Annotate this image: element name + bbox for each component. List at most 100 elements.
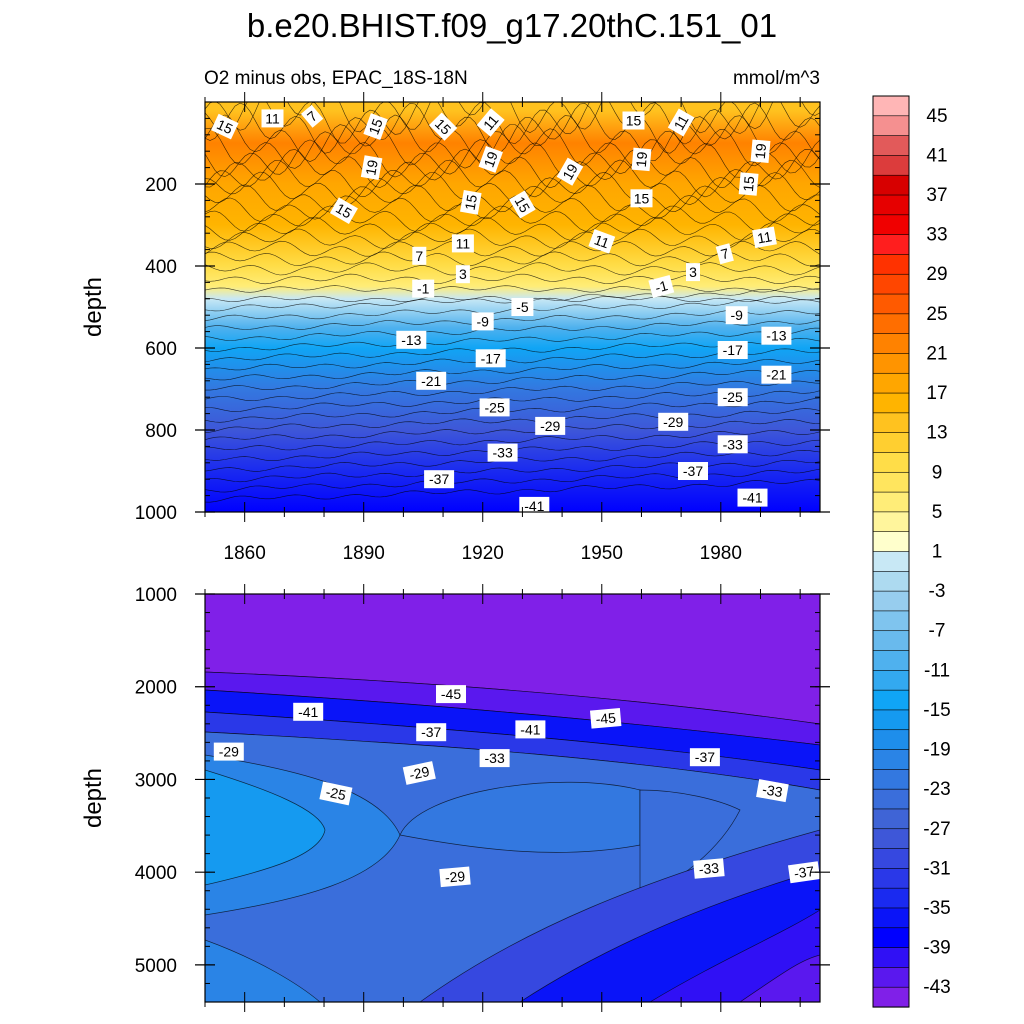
y-tick-label: 2000: [135, 678, 177, 699]
colorbar-swatch: [872, 115, 910, 137]
lower-x-axis-ticks: [204, 584, 801, 1012]
contour-label-text: -37: [695, 749, 715, 765]
contour-label-text: 11: [671, 112, 692, 133]
contour-label: 19: [478, 145, 503, 173]
contour-label: -1: [648, 274, 675, 299]
colorbar-label: 21: [926, 343, 947, 364]
contour-label-text: -37: [429, 471, 449, 487]
colorbar-swatch: [872, 828, 910, 850]
contour-label-text: 19: [752, 143, 769, 160]
contour-label: 11: [261, 109, 284, 128]
contour-line: [205, 228, 820, 249]
contour-label: 15: [738, 172, 759, 196]
contour-label: -37: [787, 861, 820, 884]
y-tick-label: 400: [145, 257, 177, 278]
contour-label-text: -37: [683, 463, 703, 479]
contour-label: -17: [717, 341, 748, 359]
colorbar-swatch: [872, 630, 910, 652]
contour-label-text: 11: [456, 235, 471, 251]
colorbar-swatch: [872, 333, 910, 355]
colorbar-label: -19: [923, 740, 950, 761]
contour-label-text: 19: [559, 161, 581, 183]
contour-label: -13: [761, 326, 792, 345]
contour-label-text: 15: [214, 116, 235, 137]
contour-label-text: 3: [689, 264, 697, 280]
contour-line: [205, 419, 820, 440]
contour-line: [205, 159, 820, 198]
contour-label: -29: [213, 742, 244, 761]
colorbar-swatch: [872, 729, 910, 751]
contour-label: 15: [363, 113, 388, 141]
contour-line: [205, 390, 820, 412]
colorbar-swatch: [872, 531, 910, 553]
colorbar-swatch: [872, 432, 910, 454]
contour-label-text: 15: [333, 200, 355, 222]
upper-frame: [204, 101, 821, 513]
contour-label: -9: [725, 306, 748, 325]
contour-label-text: -41: [742, 490, 762, 506]
y-tick-label: 5000: [135, 956, 177, 977]
colorbar-swatch: [872, 511, 910, 533]
colorbar-label: 33: [926, 225, 947, 246]
colorbar-swatch: [872, 194, 910, 216]
upper-y-axis: 200 400 600 800 1000: [135, 101, 830, 524]
contour-label: 3: [686, 263, 700, 282]
contour-label-text: 19: [362, 158, 380, 176]
colorbar-frame: [872, 95, 910, 1008]
colorbar-swatch: [872, 887, 910, 909]
contour-line: [205, 370, 820, 391]
contour-label: 19: [360, 155, 383, 180]
colorbar-label: -35: [923, 898, 950, 919]
contour-label-text: 15: [634, 190, 650, 206]
colorbar-swatch: [872, 372, 910, 394]
chart-title: b.e20.BHIST.f09_g17.20thC.151_01: [247, 7, 777, 44]
contour-line: [205, 184, 820, 213]
contour-label: -29: [439, 866, 471, 888]
colorbar-swatch: [872, 471, 910, 493]
contour-label-text: 11: [592, 231, 611, 251]
contour-label-text: -9: [476, 313, 489, 329]
colorbar-label: -39: [923, 938, 950, 959]
chart-subtitle: O2 minus obs, EPAC_18S-18N: [204, 68, 468, 89]
contour-label: -41: [519, 496, 550, 512]
colorbar-swatch: [872, 907, 910, 929]
contour-line: [205, 148, 820, 189]
colorbar: 45 41 37 33 29 25 21 17 13 9 5 1 -3 -7 -11 -15 -19 -23 -27…: [872, 95, 951, 1008]
contour-label-text: -29: [408, 763, 431, 783]
contour-label: 15: [211, 113, 239, 140]
contour-label: -45: [589, 708, 622, 729]
contour-label-text: 11: [265, 110, 280, 126]
colorbar-swatch: [872, 254, 910, 275]
contour-label-text: -21: [766, 367, 786, 383]
contour-label: 11: [667, 108, 695, 137]
colorbar-label: -23: [923, 779, 950, 800]
contour-label-text: 15: [626, 113, 642, 129]
contour-label-text: -29: [540, 418, 560, 434]
contour-label-text: -37: [421, 724, 441, 740]
colorbar-swatch: [872, 590, 910, 612]
contour-label: -25: [319, 781, 353, 806]
colorbar-label: 13: [926, 423, 947, 444]
contour-label: 7: [300, 104, 324, 128]
contour-line: [205, 430, 820, 451]
colorbar-label: -3: [929, 581, 946, 602]
y-tick-label: 600: [145, 339, 177, 360]
colorbar-swatch: [872, 174, 910, 196]
colorbar-swatch: [872, 273, 910, 295]
contour-line: [205, 468, 820, 493]
contour-line: [205, 216, 820, 241]
contour-line: [205, 348, 820, 371]
contour-label: -33: [693, 858, 725, 879]
x-tick-label: 1890: [343, 543, 385, 564]
lower-panel: -45 -41 -37 -29 -33 -29 -25 -41 -45 -37 -33 -29 -33 -…: [80, 584, 830, 1012]
contour-label: -45: [436, 685, 466, 704]
colorbar-label: 1: [932, 542, 943, 563]
contour-label-text: -21: [421, 373, 441, 389]
upper-x-axis: 1860 1890 1920 1950 1980: [204, 92, 801, 564]
colorbar-label: -43: [923, 977, 950, 998]
colorbar-swatch: [872, 689, 910, 711]
contour-label-text: -29: [663, 414, 683, 430]
colorbar-swatch: [872, 808, 910, 830]
